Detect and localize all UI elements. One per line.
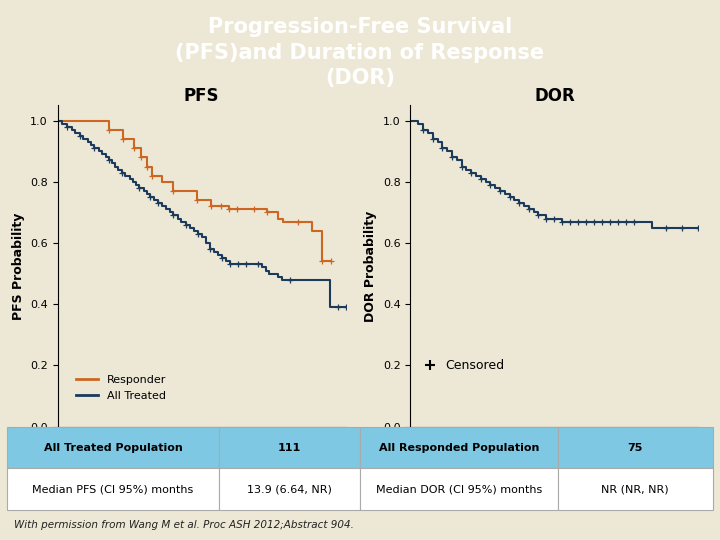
Point: [284, 275, 295, 284]
Text: 13.9 (6.64, NR): 13.9 (6.64, NR): [247, 484, 332, 495]
Point: [629, 217, 640, 226]
Text: All Treated Population: All Treated Population: [44, 442, 182, 453]
Point: [89, 144, 100, 152]
Point: [661, 224, 672, 232]
Point: [252, 260, 264, 269]
Point: [261, 208, 273, 217]
Point: [572, 217, 584, 226]
Point: [145, 193, 156, 201]
Point: [193, 230, 204, 238]
Text: 111: 111: [278, 442, 301, 453]
Point: [316, 257, 328, 266]
Point: [580, 217, 592, 226]
Bar: [219, 427, 360, 468]
Point: [240, 260, 252, 269]
Point: [693, 224, 704, 232]
Legend: Responder, All Treated: Responder, All Treated: [72, 370, 171, 405]
Point: [621, 217, 632, 226]
Point: [205, 202, 217, 211]
Point: [494, 187, 505, 195]
Point: [191, 196, 202, 205]
Point: [475, 174, 487, 183]
Point: [231, 205, 243, 214]
Point: [418, 125, 429, 134]
Point: [513, 199, 525, 207]
Bar: [360, 427, 557, 468]
Bar: [360, 468, 557, 510]
Point: [465, 168, 477, 177]
Point: [564, 217, 576, 226]
Point: [103, 125, 114, 134]
Point: [504, 193, 516, 201]
Point: [129, 144, 140, 152]
Point: [133, 184, 145, 192]
Point: [325, 257, 337, 266]
Point: [424, 361, 436, 370]
Bar: [7, 468, 219, 510]
Point: [74, 132, 86, 140]
Text: With permission from Wang M et al. Proc ASH 2012;Abstract 904.: With permission from Wang M et al. Proc …: [14, 520, 354, 530]
Point: [613, 217, 624, 226]
X-axis label: Months in study: Months in study: [145, 452, 258, 465]
Point: [456, 162, 467, 171]
Point: [597, 217, 608, 226]
Title: DOR: DOR: [534, 87, 575, 105]
Point: [589, 217, 600, 226]
Text: All Responded Population: All Responded Population: [379, 442, 539, 453]
Point: [146, 171, 158, 180]
Point: [215, 202, 227, 211]
Point: [523, 205, 534, 214]
Bar: [557, 427, 713, 468]
Point: [541, 214, 552, 223]
Y-axis label: DOR Probability: DOR Probability: [364, 210, 377, 322]
Point: [103, 156, 114, 165]
Point: [605, 217, 616, 226]
Point: [116, 168, 127, 177]
Bar: [219, 468, 360, 510]
Point: [217, 254, 228, 262]
Point: [677, 224, 688, 232]
Text: Progression-Free Survival
(PFS)and Duration of Response
(DOR): Progression-Free Survival (PFS)and Durat…: [176, 17, 544, 88]
Point: [446, 153, 458, 161]
Point: [436, 144, 448, 152]
Point: [141, 162, 153, 171]
Point: [557, 217, 568, 226]
Point: [223, 205, 235, 214]
Title: PFS: PFS: [184, 87, 220, 105]
X-axis label: Months in study: Months in study: [498, 452, 611, 465]
Bar: [7, 427, 219, 468]
Y-axis label: PFS Probability: PFS Probability: [12, 212, 24, 320]
Point: [167, 187, 179, 195]
Point: [485, 180, 496, 189]
Point: [233, 260, 244, 269]
Text: 75: 75: [628, 442, 643, 453]
Text: Median DOR (CI 95%) months: Median DOR (CI 95%) months: [376, 484, 542, 495]
Bar: [557, 468, 713, 510]
Point: [225, 260, 236, 269]
Point: [533, 211, 544, 220]
Point: [340, 303, 351, 312]
Point: [549, 214, 560, 223]
Point: [153, 199, 164, 207]
Point: [427, 134, 438, 143]
Point: [167, 211, 179, 220]
Point: [117, 134, 129, 143]
Point: [248, 205, 260, 214]
Text: NR (NR, NR): NR (NR, NR): [601, 484, 669, 495]
Point: [61, 123, 73, 131]
Point: [135, 153, 147, 161]
Point: [180, 220, 192, 229]
Point: [332, 303, 343, 312]
Text: Censored: Censored: [446, 359, 505, 372]
Point: [292, 217, 303, 226]
Point: [204, 245, 215, 253]
Text: Median PFS (CI 95%) months: Median PFS (CI 95%) months: [32, 484, 194, 495]
